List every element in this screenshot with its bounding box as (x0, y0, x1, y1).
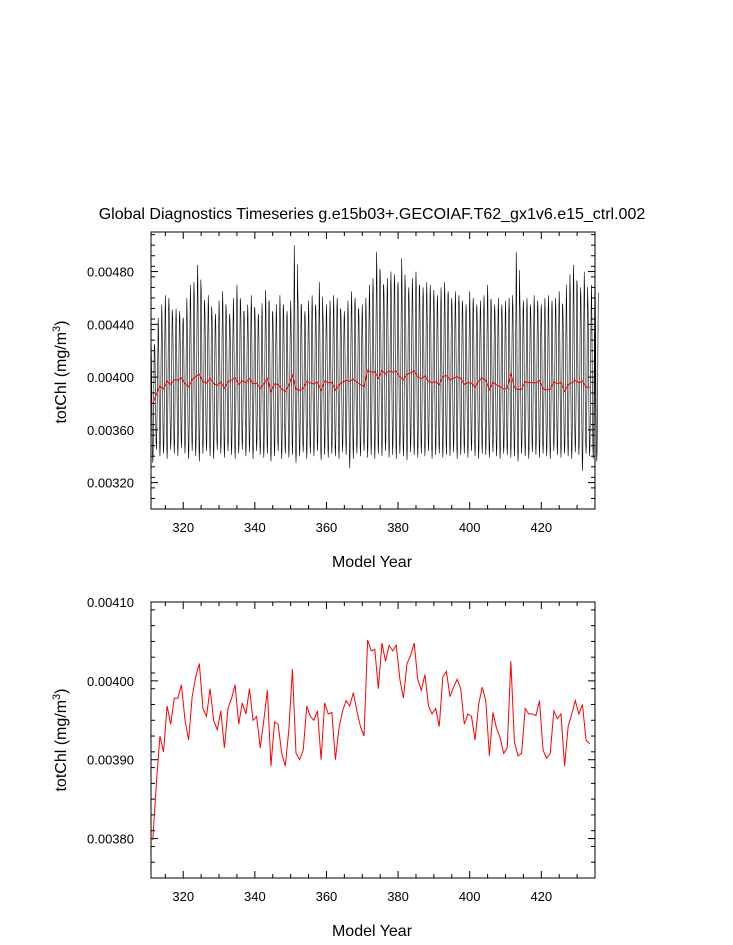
x-tick-label: 340 (244, 520, 266, 535)
y-axis-label-text: totChl (mg/m (53, 700, 70, 792)
y-tick-label: 0.00320 (87, 476, 134, 491)
axis-ticks: 320 340 360 380 400 420 0.00320 0.00360 0.00400 0… (87, 232, 596, 535)
annual-mean-series-line (152, 369, 590, 404)
y-axis-label-end: ) (53, 320, 70, 325)
y-tick-label: 0.00360 (87, 423, 134, 438)
x-tick-label: 320 (172, 889, 194, 904)
y-tick-label: 0.00400 (87, 370, 134, 385)
y-tick-label: 0.00390 (87, 753, 134, 768)
plot-area-frame (150, 231, 596, 510)
y-tick-label: 0.00440 (87, 317, 134, 332)
x-axis-label: Model Year (332, 554, 413, 571)
y-axis-label-end: ) (53, 688, 70, 693)
top-panel: 320 340 360 380 400 420 0.00320 0.00360 0.00400 0… (51, 231, 599, 571)
monthly-series-line (150, 245, 599, 471)
y-axis-label-text: totChl (mg/m (53, 332, 70, 424)
x-tick-label: 340 (244, 889, 266, 904)
y-tick-label: 0.00410 (87, 595, 134, 610)
x-tick-label: 360 (316, 889, 338, 904)
y-axis-label: totChl (mg/m3) (51, 688, 70, 791)
annual-mean-series-line (152, 639, 590, 841)
y-tick-label: 0.00480 (87, 265, 134, 280)
x-tick-label: 420 (530, 889, 552, 904)
x-tick-label: 400 (459, 889, 481, 904)
bottom-panel: 320 340 360 380 400 420 0.00380 0.00390 0.00400 0… (51, 595, 596, 940)
y-axis-label: totChl (mg/m3) (51, 320, 70, 423)
x-tick-label: 400 (459, 520, 481, 535)
plot-area-frame (150, 601, 596, 879)
x-axis-label: Model Year (332, 923, 413, 940)
chart-title: Global Diagnostics Timeseries g.e15b03+.… (99, 206, 646, 223)
x-tick-label: 320 (172, 520, 194, 535)
y-axis-label-superscript: 3 (51, 694, 63, 700)
y-axis-label-superscript: 3 (51, 326, 63, 332)
x-tick-label: 380 (387, 889, 409, 904)
y-tick-label: 0.00380 (87, 832, 134, 847)
axis-ticks: 320 340 360 380 400 420 0.00380 0.00390 0.00400 0… (87, 595, 596, 904)
y-tick-label: 0.00400 (87, 674, 134, 689)
x-tick-label: 380 (387, 520, 409, 535)
x-tick-label: 420 (530, 520, 552, 535)
x-tick-label: 360 (316, 520, 338, 535)
